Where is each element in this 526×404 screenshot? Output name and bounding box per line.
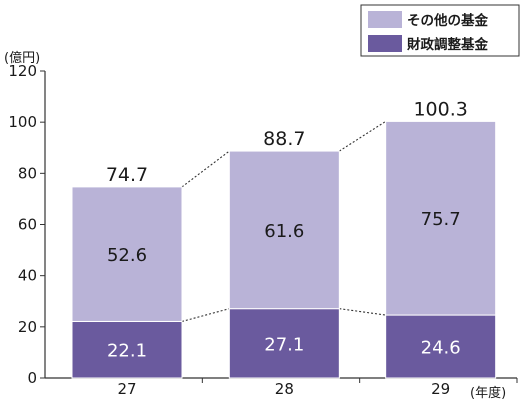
y-tick-label: 20 [18,318,37,336]
y-tick-label: 40 [18,267,37,285]
bar-segment [228,308,340,379]
segment-value-label: 75.7 [421,209,461,230]
total-value-label: 100.3 [413,98,467,120]
y-tick-label: 60 [18,216,37,234]
connector-line-total [181,150,230,188]
legend-label: 財政調整基金 [406,36,488,53]
x-tick-label: 28 [275,380,294,398]
segment-value-label: 24.6 [421,338,461,359]
legend-swatch [368,35,402,52]
y-axis: 0 20 40 60 80 100 120 [8,62,46,387]
x-axis: 27 28 29 [45,377,518,398]
segment-value-label: 61.6 [264,221,304,242]
connector-line-segment [339,308,386,316]
legend-swatch [368,11,402,28]
x-tick-label: 27 [117,380,136,398]
segment-value-label: 52.6 [107,245,147,266]
y-tick-label: 80 [18,164,37,182]
segment-value-label: 27.1 [264,334,304,355]
bar-segment [228,150,340,310]
connector-lines [181,120,386,322]
total-value-label: 74.7 [106,164,148,186]
bar-segment [71,186,183,322]
x-unit-label: (年度) [470,385,506,401]
y-unit-label: (億円) [4,50,40,66]
bar-segment [385,314,497,379]
y-tick-label: 120 [8,62,37,80]
legend-label: その他の基金 [407,12,488,29]
bars [71,120,497,379]
connector-line-segment [181,308,230,322]
y-tick-label: 0 [27,369,37,387]
y-tick-label: 100 [8,113,37,131]
segment-value-label: 22.1 [107,341,147,362]
x-tick-label: 29 [431,380,450,398]
connector-line-total [339,120,386,152]
value-labels: 22.1 52.6 74.7 27.1 61.6 88.7 24.6 75.7 100.3 [106,98,468,361]
total-value-label: 88.7 [263,128,305,150]
bar-segment [385,120,497,316]
